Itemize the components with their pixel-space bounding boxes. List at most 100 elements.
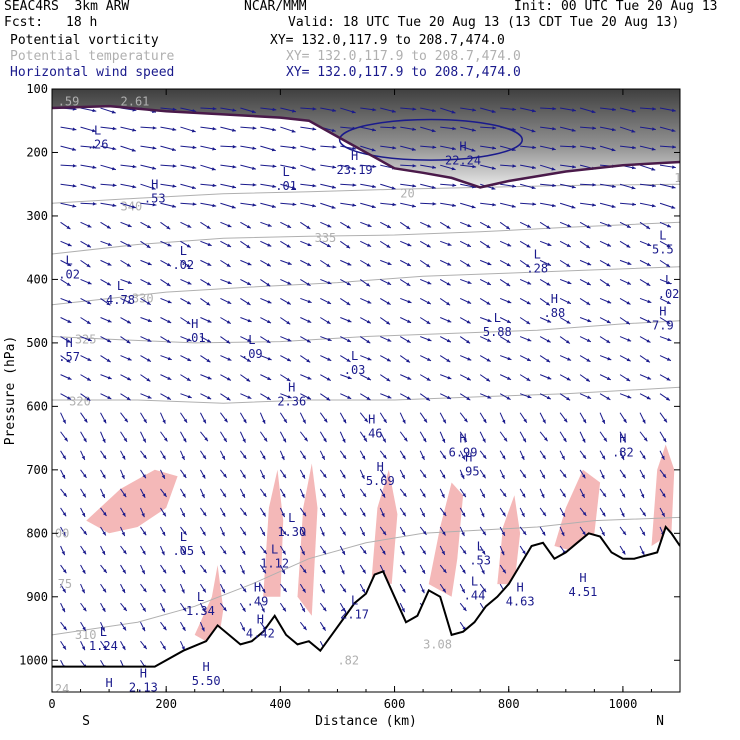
wind-arrow xyxy=(320,107,337,112)
wind-arrow xyxy=(459,240,472,248)
wind-arrow xyxy=(560,107,576,112)
wind-arrow xyxy=(200,431,209,442)
wind-arrow xyxy=(479,431,486,443)
wind-arrow xyxy=(659,107,676,112)
wind-arrow xyxy=(459,298,472,304)
wind-arrow xyxy=(120,298,132,304)
wind-arrow xyxy=(400,202,416,208)
wind-arrow xyxy=(399,431,408,442)
wind-arrow xyxy=(300,145,317,151)
wind-arrow xyxy=(519,317,531,325)
wind-arrow xyxy=(360,221,372,228)
wind-arrow xyxy=(479,259,492,266)
x-tick-label: 0 xyxy=(48,697,55,711)
wind-arrow xyxy=(639,240,652,247)
wind-arrow xyxy=(579,488,586,499)
wind-arrow xyxy=(360,336,371,344)
wind-arrow xyxy=(339,412,347,424)
wind-arrow xyxy=(280,164,297,170)
wind-arrow xyxy=(80,145,97,149)
wind-arrow xyxy=(560,183,576,189)
wind-arrow xyxy=(300,221,311,230)
wind-arrow xyxy=(619,545,626,555)
wind-arrow xyxy=(240,183,257,187)
pv-shade-region-2 xyxy=(263,469,284,597)
wind-arrow xyxy=(160,526,166,537)
wind-arrow xyxy=(579,507,587,517)
theta-contour-320 xyxy=(52,386,680,404)
wind-arrow xyxy=(639,221,651,230)
wind-arrow xyxy=(320,374,332,381)
wind-arrow xyxy=(619,259,632,265)
wind-arrow xyxy=(499,507,506,517)
valid-time: Valid: 18 UTC Tue 20 Aug 13 (13 CDT Tue … xyxy=(288,15,680,30)
wind-arrow xyxy=(260,183,277,188)
wind-arrow xyxy=(639,355,651,363)
wind-arrow xyxy=(160,507,167,517)
wind-arrow xyxy=(179,450,185,461)
wind-arrow xyxy=(480,145,497,150)
wind-arrow xyxy=(60,240,72,247)
wind-arrow xyxy=(120,621,127,631)
pv-extremum-value: .57 xyxy=(58,350,80,364)
wind-arrow xyxy=(240,145,257,150)
wind-arrow xyxy=(280,126,296,133)
wind-arrow xyxy=(619,507,625,518)
wind-arrow xyxy=(459,431,468,443)
plot-area: 310320325330335340L.26H.53L.01H23.19H22.… xyxy=(52,89,680,692)
wind-arrow xyxy=(200,221,211,230)
wind-arrow xyxy=(539,469,546,479)
wind-arrow xyxy=(240,240,251,249)
endpoint-north-label: N xyxy=(656,714,664,729)
wind-arrow xyxy=(380,125,397,130)
wind-arrow xyxy=(400,393,412,400)
wind-arrow xyxy=(400,126,417,131)
wind-arrow xyxy=(140,374,151,382)
wind-arrow xyxy=(400,240,412,247)
wind-arrow xyxy=(339,602,346,613)
wind-arrow xyxy=(460,126,476,132)
wind-arrow xyxy=(459,259,471,268)
y-tick-label: 500 xyxy=(26,336,48,350)
wind-arrow xyxy=(340,355,351,363)
wind-arrow xyxy=(419,412,428,423)
wind-arrow xyxy=(340,240,351,249)
wind-arrow xyxy=(279,450,285,461)
wind-arrow xyxy=(100,583,107,593)
wind-arrow xyxy=(180,431,187,443)
wind-arrow xyxy=(479,374,491,382)
wind-arrow xyxy=(519,431,527,443)
wind-arrow xyxy=(639,259,651,267)
wind-arrow xyxy=(260,317,272,324)
wind-arrow xyxy=(60,507,67,517)
wind-arrow xyxy=(499,240,512,247)
wind-arrow xyxy=(540,183,557,188)
forecast-label: Fcst: xyxy=(4,15,44,30)
legend-theta-name: Potential temperature xyxy=(10,49,175,64)
wind-arrow xyxy=(100,393,112,400)
pv-extremum-letter: H xyxy=(465,450,472,464)
wind-arrow xyxy=(200,259,212,267)
wind-arrow xyxy=(100,126,117,131)
wind-arrow xyxy=(519,526,527,536)
wind-arrow xyxy=(140,126,157,130)
wind-arrow xyxy=(499,450,506,460)
wind-arrow xyxy=(339,583,347,593)
wind-arrow xyxy=(160,564,167,574)
wind-arrow xyxy=(120,221,132,228)
wind-arrow xyxy=(100,450,107,460)
wind-arrow xyxy=(219,450,226,460)
wind-arrow xyxy=(239,488,246,499)
wind-arrow xyxy=(80,164,97,169)
wind-arrow xyxy=(279,545,287,555)
wind-arrow xyxy=(359,526,366,537)
pv-extremum-value: 7.9 xyxy=(652,319,674,333)
wind-arrow xyxy=(60,431,69,442)
y-tick-label: 200 xyxy=(26,145,48,159)
wind-arrow xyxy=(399,412,406,424)
wind-arrow xyxy=(60,602,66,613)
wind-arrow xyxy=(340,374,352,380)
wind-arrow xyxy=(180,374,191,382)
wind-arrow xyxy=(599,488,607,498)
wind-arrow xyxy=(199,469,206,479)
